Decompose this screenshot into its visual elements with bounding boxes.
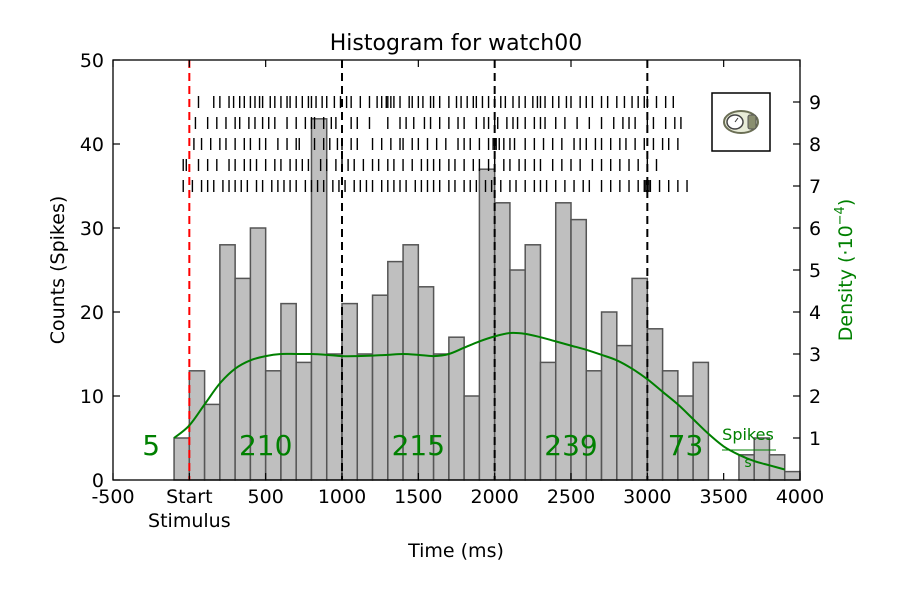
histogram-bar (463, 395, 481, 481)
marker-lines (188, 60, 649, 480)
density-curve (173, 331, 785, 471)
histogram-bar (585, 370, 603, 481)
histogram-bar (448, 336, 465, 481)
segment-count-label: 5 (142, 429, 160, 462)
chart-title: Histogram for watch00 (330, 31, 583, 56)
histogram-bar (646, 328, 664, 481)
x-tick-label: 1500 (394, 486, 442, 508)
x-axis-label: Time (ms) (407, 540, 504, 562)
x-tick-label: Start (166, 486, 212, 508)
x-tick-label: 3500 (699, 486, 747, 508)
y2-tick-label: 9 (809, 92, 821, 114)
y2-axis: 1 2 3 4 5 6 7 8 9 (793, 92, 821, 450)
histogram-bar (616, 344, 633, 481)
y-tick-label: 20 (80, 302, 104, 324)
segment-count-labels: 5 210 215 239 73 (142, 429, 703, 462)
density-unit-denominator: s (744, 455, 751, 471)
x-tick-label: 3000 (623, 486, 671, 508)
histogram-bar (661, 370, 679, 481)
y2-tick-label: 5 (809, 260, 821, 282)
spike-raster (182, 96, 688, 192)
histogram-bar (219, 244, 236, 481)
histogram-bar (631, 277, 649, 481)
y2-tick-label: 1 (809, 428, 821, 450)
y2-tick-label: 6 (809, 218, 821, 240)
y-tick-label: 0 (92, 470, 104, 492)
y2-tick-label: 2 (809, 386, 821, 408)
x-tick-label: 500 (248, 486, 284, 508)
density-curve-layer (173, 331, 785, 471)
y2-axis-label-exponent: −4 (833, 206, 848, 225)
histogram-bar (600, 311, 618, 481)
histogram-bar (539, 361, 557, 481)
histogram-bar (478, 168, 496, 481)
y-axis-label: Counts (Spikes) (47, 196, 69, 345)
segment-count-label: 239 (544, 429, 597, 462)
x-tick-label: -500 (91, 486, 134, 508)
histogram-bar (203, 403, 221, 481)
x-tick-label: 4000 (776, 486, 824, 508)
y-tick-label: 40 (80, 134, 104, 156)
y2-tick-label: 3 (809, 344, 821, 366)
y2-axis-label: Density (·10−4) (833, 199, 857, 342)
histogram-bar (188, 370, 206, 481)
histogram-bar (310, 118, 328, 481)
y-tick-label: 10 (80, 386, 104, 408)
histogram-bar (753, 437, 771, 481)
x-axis: -500 Start 500 1000 1500 2000 2500 3000 3500 4000… (91, 60, 824, 532)
x-tick-label: 1000 (318, 486, 366, 508)
density-unit-label: Spikes s (722, 425, 776, 471)
histogram-bar (371, 294, 389, 481)
histogram-bar (493, 202, 511, 481)
histogram-bar (524, 244, 542, 481)
histogram-bar (295, 361, 313, 481)
histogram-bar (356, 353, 374, 481)
y2-tick-label: 8 (809, 134, 821, 156)
y-tick-label: 30 (80, 218, 104, 240)
histogram-bar (173, 437, 191, 481)
watch-icon (723, 110, 759, 134)
stimulus-label: Stimulus (148, 510, 231, 532)
segment-count-label: 73 (668, 429, 704, 462)
y2-axis-label-prefix: Density ( (835, 256, 857, 342)
y2-tick-label: 7 (809, 176, 821, 198)
histogram-bar (325, 353, 343, 481)
segment-count-label: 210 (239, 429, 292, 462)
histogram-bar (341, 302, 359, 481)
histogram-bar (509, 269, 526, 481)
y2-tick-label: 4 (809, 302, 821, 324)
y2-axis-label-unit: ·10 (835, 225, 857, 255)
y-axis: 0 10 20 30 40 50 (80, 50, 120, 492)
density-unit-numerator: Spikes (722, 425, 774, 444)
histogram-bars (173, 118, 801, 481)
y2-axis-label-suffix: ) (835, 199, 857, 206)
x-tick-label: 2500 (547, 486, 595, 508)
histogram-bar (264, 370, 282, 481)
x-tick-label: 2000 (470, 486, 518, 508)
segment-count-label: 215 (392, 429, 445, 462)
watch-thumbnail (711, 92, 771, 152)
y-tick-label: 50 (80, 50, 104, 72)
histogram-bar (783, 470, 801, 481)
